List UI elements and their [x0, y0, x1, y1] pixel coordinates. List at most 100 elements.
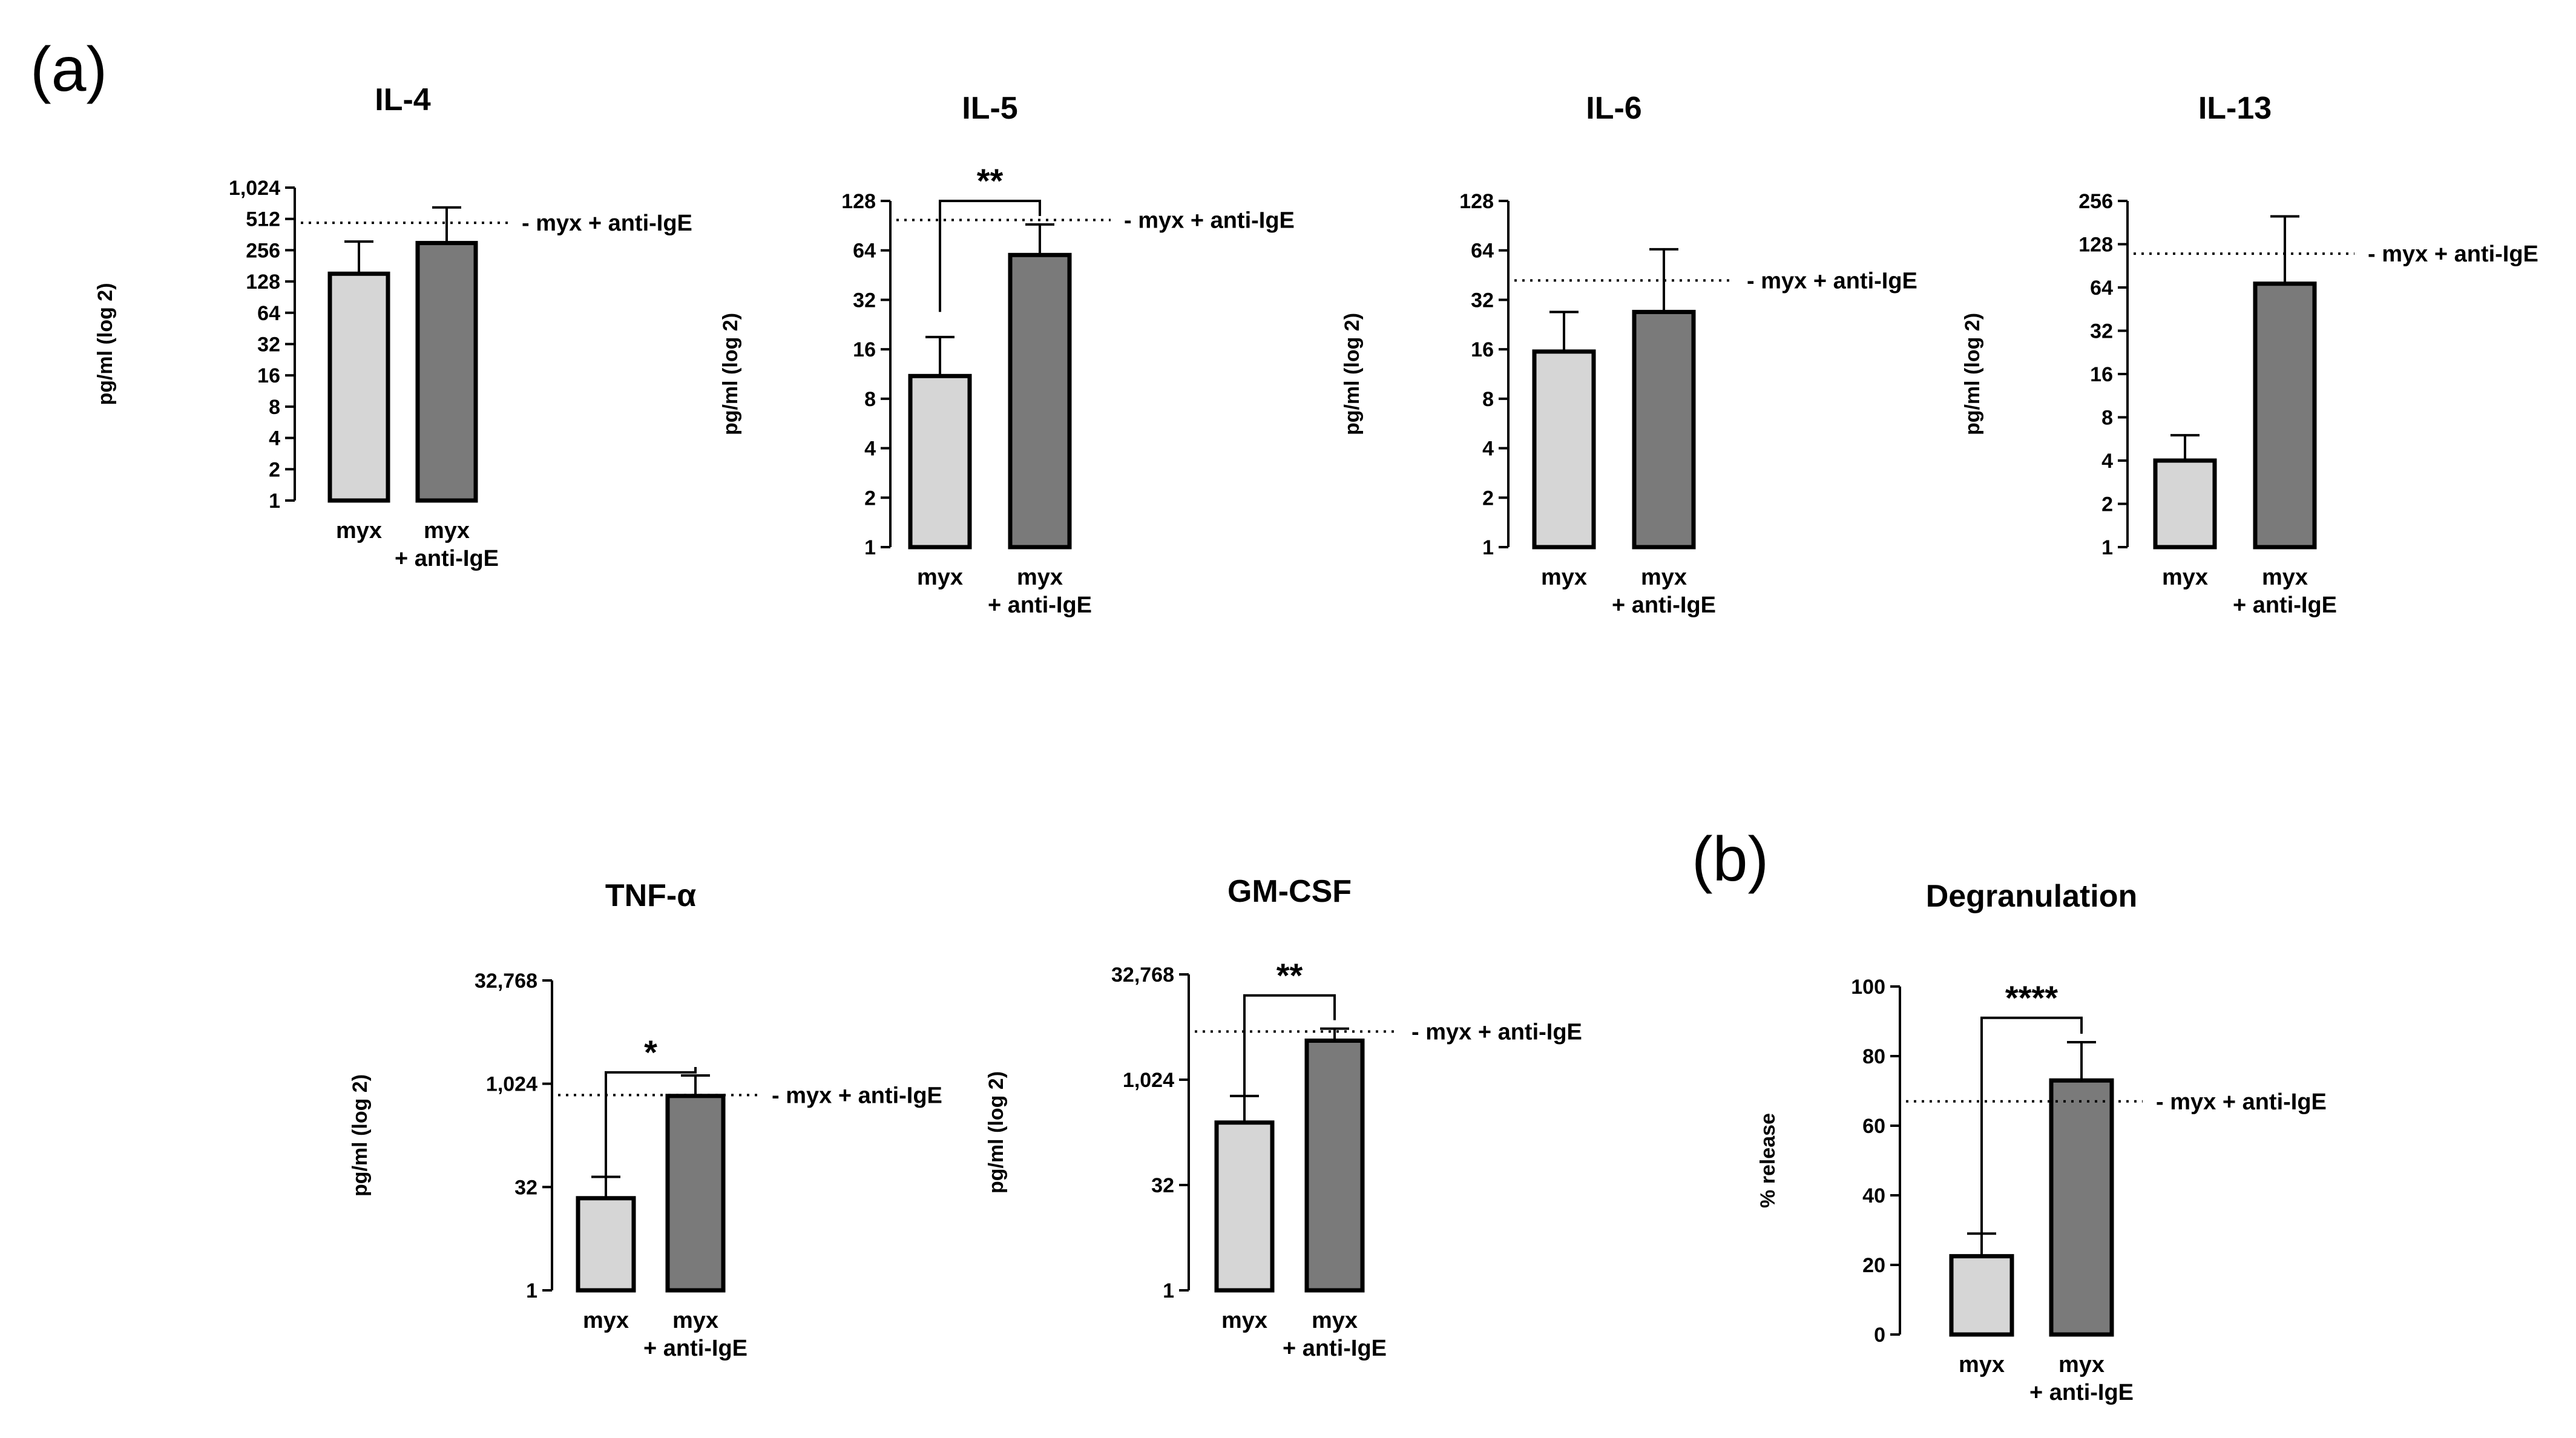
bar-myx: [1214, 1120, 1275, 1293]
y-tick-label: 1: [526, 1279, 537, 1302]
y-tick-label: 4: [2101, 450, 2113, 473]
bar-myx-anti-ige: [1008, 252, 1072, 550]
bar-myx: [576, 1196, 636, 1293]
y-tick-label: 0: [1874, 1324, 1885, 1347]
charts-group: IL-4pg/ml (log 2)12481632641282565121,02…: [94, 82, 2538, 1405]
bar-myx: [2153, 458, 2217, 550]
category-label: + anti-IgE: [2233, 593, 2337, 618]
chart-degranulation: Degranulation % release 0 20 40 60 80 100 myx myx…: [1756, 879, 2327, 1405]
bar-myx-anti-ige: [2253, 281, 2317, 550]
y-tick-label: 64: [257, 302, 280, 325]
category-label: myx: [1312, 1308, 1358, 1333]
y-tick-label: 64: [2090, 277, 2113, 300]
category-label: + anti-IgE: [643, 1336, 748, 1361]
y-tick-label: 2: [269, 458, 280, 481]
y-tick-label: 128: [2078, 234, 2113, 257]
chart-title: IL-13: [2198, 91, 2272, 126]
y-tick-label: 1,024: [1123, 1069, 1174, 1092]
bar-myx-anti-ige: [2049, 1078, 2114, 1337]
category-label: + anti-IgE: [1283, 1336, 1387, 1361]
category-label: myx: [2262, 565, 2308, 590]
category-label: myx: [1959, 1352, 2005, 1377]
y-axis-label: pg/ml (log 2): [94, 283, 117, 405]
y-tick-label: 60: [1862, 1115, 1885, 1138]
category-label: myx: [672, 1308, 718, 1333]
significance-label: **: [977, 162, 1004, 200]
y-tick-label: 1: [1482, 536, 1494, 559]
significance-label: *: [644, 1033, 657, 1071]
y-tick-label: 100: [1851, 976, 1885, 999]
significance-bracket: [1980, 1016, 2083, 1246]
reference-label: - myx + anti-IgE: [1124, 208, 1295, 233]
category-label: myx: [2162, 565, 2208, 590]
reference-label: - myx + anti-IgE: [1411, 1019, 1582, 1045]
category-label: myx: [336, 518, 382, 543]
category-label: myx: [1541, 565, 1587, 590]
y-tick-label: 16: [257, 364, 280, 387]
y-tick-label: 20: [1862, 1254, 1885, 1277]
y-tick-label: 1: [864, 536, 876, 559]
chart-title: IL-4: [375, 82, 431, 117]
significance-bracket: [939, 200, 1041, 312]
y-tick-label: 16: [853, 338, 876, 361]
reference-label: - myx + anti-IgE: [1747, 268, 1917, 294]
y-tick-label: 32: [2090, 320, 2113, 343]
y-axis-label: pg/ml (log 2): [1341, 313, 1364, 435]
bar-myx: [1949, 1254, 2014, 1337]
chart-title: TNF-α: [605, 878, 696, 913]
bar-myx-anti-ige: [665, 1094, 726, 1293]
y-tick-label: 32: [514, 1176, 537, 1199]
category-label: myx: [583, 1308, 629, 1333]
y-tick-label: 1: [1163, 1279, 1174, 1302]
category-label: myx: [2058, 1352, 2104, 1377]
y-tick-label: 8: [269, 396, 280, 419]
y-tick-label: 2: [2101, 493, 2113, 516]
significance-bracket: [605, 1067, 697, 1190]
y-tick-label: 32: [1471, 289, 1494, 312]
bar-myx-anti-ige: [415, 241, 478, 503]
y-tick-label: 4: [864, 438, 876, 461]
category-label: myx: [1017, 565, 1063, 590]
y-tick-label: 16: [2090, 363, 2113, 386]
y-tick-label: 4: [269, 427, 280, 450]
y-tick-label: 32,768: [1111, 964, 1174, 987]
bar-myx: [327, 271, 390, 503]
category-label: myx: [917, 565, 963, 590]
y-tick-label: 128: [1459, 190, 1494, 213]
y-tick-label: 1,024: [229, 177, 280, 200]
reference-label: - myx + anti-IgE: [772, 1083, 942, 1108]
y-tick-label: 2: [864, 487, 876, 510]
panel-a-label: (a): [30, 34, 107, 105]
y-tick-label: 128: [841, 190, 876, 213]
category-label: myx: [424, 518, 470, 543]
y-tick-label: 80: [1862, 1045, 1885, 1068]
y-tick-label: 8: [1482, 388, 1494, 411]
bar-myx: [908, 373, 972, 550]
y-tick-label: 64: [1471, 240, 1494, 263]
y-tick-label: 32: [853, 289, 876, 312]
y-tick-label: 512: [246, 208, 280, 231]
chart-il6: IL-6 pg/ml (log 2) 1 2 4 8 16 32 64 128 myx myx + an…: [1341, 91, 1917, 618]
y-tick-label: 4: [1482, 438, 1494, 461]
y-axis-label: pg/ml (log 2): [1961, 313, 1984, 435]
panel-b-label: (b): [1692, 824, 1769, 895]
category-label: + anti-IgE: [395, 546, 499, 571]
y-tick-label: 8: [2101, 407, 2113, 430]
chart-title: IL-6: [1586, 91, 1641, 126]
category-label: + anti-IgE: [1612, 593, 1716, 618]
y-tick-label: 32,768: [475, 970, 537, 993]
chart-il5: IL-5 pg/ml (log 2) 1 2 4 8 16 32 64 128 myx myx + an…: [719, 91, 1295, 618]
chart-gmcsf: GM-CSF pg/ml (log 2) 1 32 1,024 32,768 myx myx +…: [985, 874, 1582, 1361]
chart-title: IL-5: [962, 91, 1017, 126]
y-tick-label: 1: [2101, 536, 2113, 559]
reference-label: - myx + anti-IgE: [2156, 1089, 2327, 1115]
category-label: + anti-IgE: [2029, 1380, 2134, 1405]
y-axis-label: pg/ml (log 2): [985, 1071, 1008, 1193]
y-tick-label: 32: [257, 333, 280, 356]
significance-bracket: [1243, 994, 1336, 1114]
category-label: myx: [1221, 1308, 1267, 1333]
chart-il4: IL-4 pg/ml (log 2) 1 2 4 8 16 32 64 128 256 512 1,02…: [94, 82, 692, 571]
category-label: myx: [1641, 565, 1687, 590]
y-tick-label: 2: [1482, 487, 1494, 510]
